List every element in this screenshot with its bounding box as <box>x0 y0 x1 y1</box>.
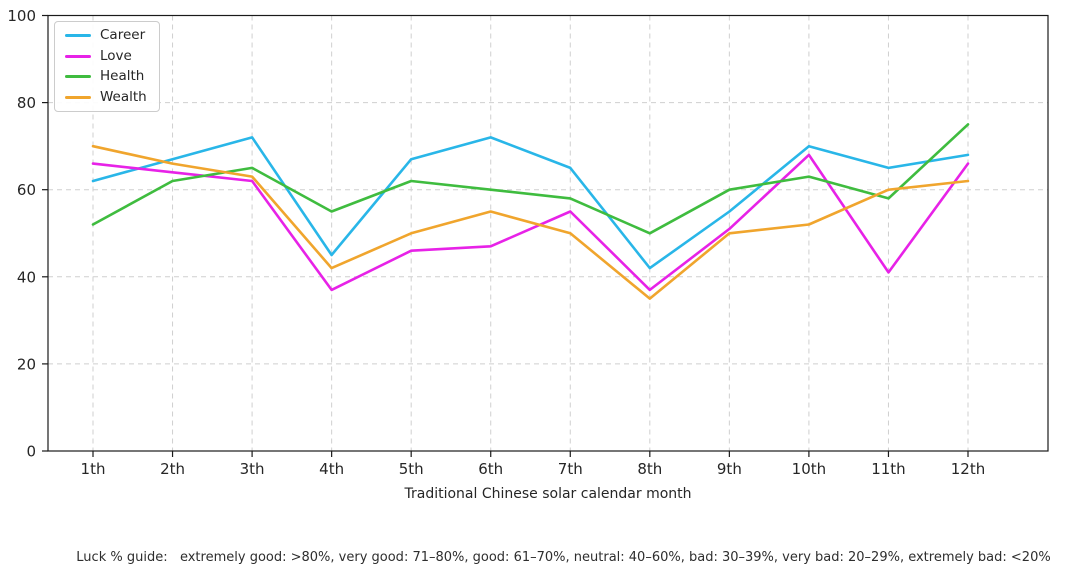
legend-swatch-love <box>65 54 91 58</box>
chart-legend: Career Love Health Wealth <box>54 21 160 112</box>
xtick-label-9th: 9th <box>717 460 742 478</box>
plot-border <box>47 14 1049 452</box>
legend-item-career: Career <box>65 27 147 43</box>
wealth-line <box>91 144 970 300</box>
grid <box>48 15 1048 451</box>
health-line <box>91 123 970 235</box>
xtick-label-1th: 1th <box>81 460 106 478</box>
xtick-label-7th: 7th <box>558 460 583 478</box>
ytick-label-20: 20 <box>17 355 36 373</box>
x-axis-title: Traditional Chinese solar calendar month <box>403 486 691 502</box>
love-line <box>91 153 970 292</box>
xtick-label-3th: 3th <box>240 460 265 478</box>
xtick-label-8th: 8th <box>637 460 662 478</box>
ytick-label-40: 40 <box>17 268 36 286</box>
legend-swatch-wealth <box>65 95 91 99</box>
ytick-label-80: 80 <box>17 94 36 112</box>
legend-swatch-career <box>65 34 91 38</box>
legend-swatch-health <box>65 75 91 79</box>
ytick-label-60: 60 <box>17 181 36 199</box>
axis-ticks <box>42 14 969 457</box>
xtick-label-4th: 4th <box>319 460 344 478</box>
legend-label-wealth: Wealth <box>100 88 147 105</box>
career-line <box>91 136 970 270</box>
xtick-label-2th: 2th <box>160 460 185 478</box>
ytick-label-100: 100 <box>7 7 36 25</box>
legend-item-love: Love <box>65 47 147 64</box>
xtick-label-11th: 11th <box>871 460 905 478</box>
ytick-label-0: 0 <box>26 443 36 461</box>
xtick-label-12th: 12th <box>951 460 985 478</box>
legend-label-career: Career <box>100 27 146 43</box>
legend-item-health: Health <box>65 68 147 84</box>
luck-guide-caption: Luck % guide: extremely good: >80%, very… <box>76 550 1051 565</box>
xtick-label-6th: 6th <box>478 460 503 478</box>
line-chart: 1th 2th 3th 4th 5th 6th 7th 8th 9th 10th 11th 12th 0… <box>7 7 1049 502</box>
xtick-label-10th: 10th <box>792 460 826 478</box>
legend-item-wealth: Wealth <box>65 88 147 105</box>
legend-label-health: Health <box>100 68 145 84</box>
legend-label-love: Love <box>100 47 132 64</box>
xtick-label-5th: 5th <box>399 460 424 478</box>
